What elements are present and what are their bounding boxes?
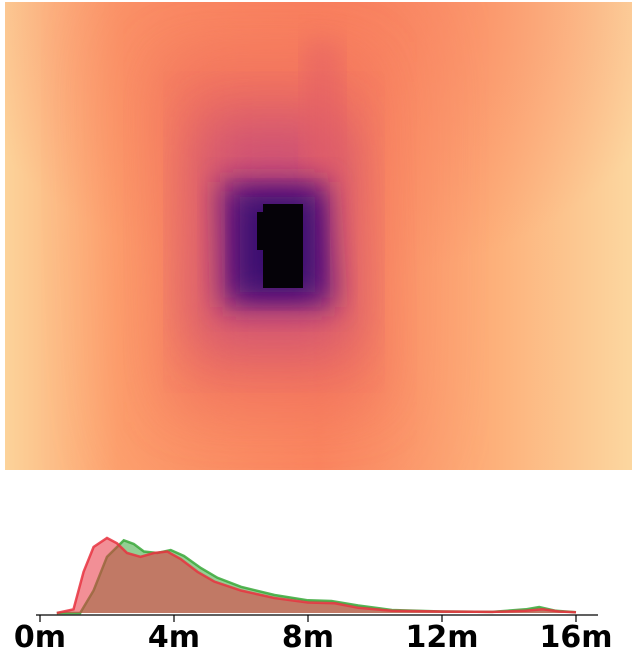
series-1-line xyxy=(56,536,577,615)
series-layer xyxy=(56,536,577,615)
x-tick-label: 0m xyxy=(14,620,66,655)
x-tick-label: 8m xyxy=(282,620,334,655)
depth-heatmap xyxy=(5,2,632,470)
x-tick-label: 4m xyxy=(148,620,200,655)
depth-distribution-chart: 0m 4m 8m 12m 16m xyxy=(0,480,632,664)
x-tick-label: 12m xyxy=(405,620,478,655)
series-1-area xyxy=(56,538,577,613)
depth-distribution-svg: 0m 4m 8m 12m 16m xyxy=(14,536,613,655)
x-axis: 0m 4m 8m 12m 16m xyxy=(14,615,613,655)
x-tick-label: 16m xyxy=(539,620,612,655)
depth-heatmap-canvas xyxy=(5,2,632,470)
